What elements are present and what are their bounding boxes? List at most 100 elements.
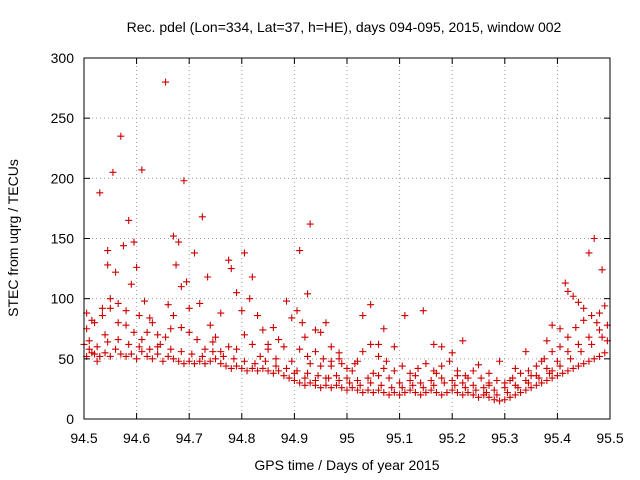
data-point <box>369 389 377 397</box>
data-point <box>122 321 130 329</box>
data-point <box>543 364 551 372</box>
data-point <box>104 261 112 269</box>
data-point <box>185 304 193 312</box>
data-point <box>438 391 446 399</box>
data-point <box>585 333 593 341</box>
data-point <box>101 331 109 339</box>
data-point <box>143 352 151 360</box>
data-point <box>319 355 327 363</box>
data-point <box>233 289 241 297</box>
grid-lines <box>84 58 610 419</box>
data-point <box>543 376 551 384</box>
data-point <box>338 360 346 368</box>
data-point <box>375 352 383 360</box>
data-point <box>432 369 440 377</box>
data-point <box>112 345 120 353</box>
data-point <box>564 348 572 356</box>
data-point <box>298 319 306 327</box>
data-point <box>390 367 398 375</box>
data-point <box>259 326 267 334</box>
data-point <box>106 295 114 303</box>
data-point <box>472 386 480 394</box>
data-point <box>290 369 298 377</box>
data-point <box>359 312 367 320</box>
y-tick-label: 50 <box>58 351 74 367</box>
data-point <box>335 376 343 384</box>
data-point <box>317 362 325 370</box>
data-point <box>398 362 406 370</box>
data-point <box>485 379 493 387</box>
data-point <box>588 340 596 348</box>
data-point <box>346 379 354 387</box>
data-point <box>585 249 593 257</box>
data-point <box>356 381 364 389</box>
data-point <box>259 364 267 372</box>
data-point <box>101 349 109 357</box>
data-point <box>185 357 193 365</box>
data-point <box>204 273 212 281</box>
data-point <box>430 340 438 348</box>
data-point <box>301 374 309 382</box>
data-point <box>127 350 135 358</box>
data-point <box>595 352 603 360</box>
data-point <box>595 309 603 317</box>
data-point <box>556 343 564 351</box>
data-point <box>138 166 146 174</box>
y-tick-label: 300 <box>51 50 75 66</box>
x-tick-label: 95.2 <box>439 430 466 446</box>
data-point <box>532 362 540 370</box>
data-point <box>269 324 277 332</box>
data-point <box>280 343 288 351</box>
data-point <box>180 177 188 185</box>
data-point <box>569 292 577 300</box>
data-point <box>264 345 272 353</box>
data-point <box>133 355 141 363</box>
data-point <box>464 374 472 382</box>
data-point <box>311 348 319 356</box>
data-point <box>143 328 151 336</box>
data-point <box>577 348 585 356</box>
data-point <box>585 357 593 365</box>
data-point <box>311 376 319 384</box>
data-point <box>359 389 367 397</box>
data-point <box>240 249 248 257</box>
x-tick-labels: 94.5 94.6 94.7 94.8 94.9 95 95.1 95.2 95.3 95.4 95… <box>70 430 623 446</box>
data-point <box>567 355 575 363</box>
data-point <box>343 386 351 394</box>
data-point <box>209 348 217 356</box>
data-point <box>175 357 183 365</box>
data-point <box>561 279 569 287</box>
data-point <box>172 261 180 269</box>
x-tick-label: 95.3 <box>491 430 518 446</box>
data-point <box>580 316 588 324</box>
data-point <box>88 316 96 324</box>
data-point <box>564 367 572 375</box>
data-point <box>496 397 504 405</box>
data-point <box>524 367 532 375</box>
data-point <box>380 325 388 333</box>
data-point <box>327 384 335 392</box>
data-point <box>453 372 461 380</box>
data-point <box>106 304 114 312</box>
x-tick-label: 94.7 <box>176 430 203 446</box>
data-point <box>322 374 330 382</box>
data-point <box>595 326 603 334</box>
data-point <box>264 367 272 375</box>
data-point <box>419 307 427 315</box>
x-tick-label: 94.8 <box>228 430 255 446</box>
data-point <box>154 350 162 358</box>
x-tick-label: 95 <box>339 430 355 446</box>
data-point <box>377 381 385 389</box>
data-point <box>175 238 183 246</box>
data-point <box>190 360 198 368</box>
data-point <box>177 348 185 356</box>
data-point <box>438 362 446 370</box>
data-point <box>359 348 367 356</box>
data-point <box>364 386 372 394</box>
data-point <box>114 336 122 344</box>
data-point <box>188 350 196 358</box>
data-point <box>217 309 225 317</box>
data-point <box>475 361 482 369</box>
axis-ticks <box>83 57 611 420</box>
data-point <box>475 393 482 401</box>
